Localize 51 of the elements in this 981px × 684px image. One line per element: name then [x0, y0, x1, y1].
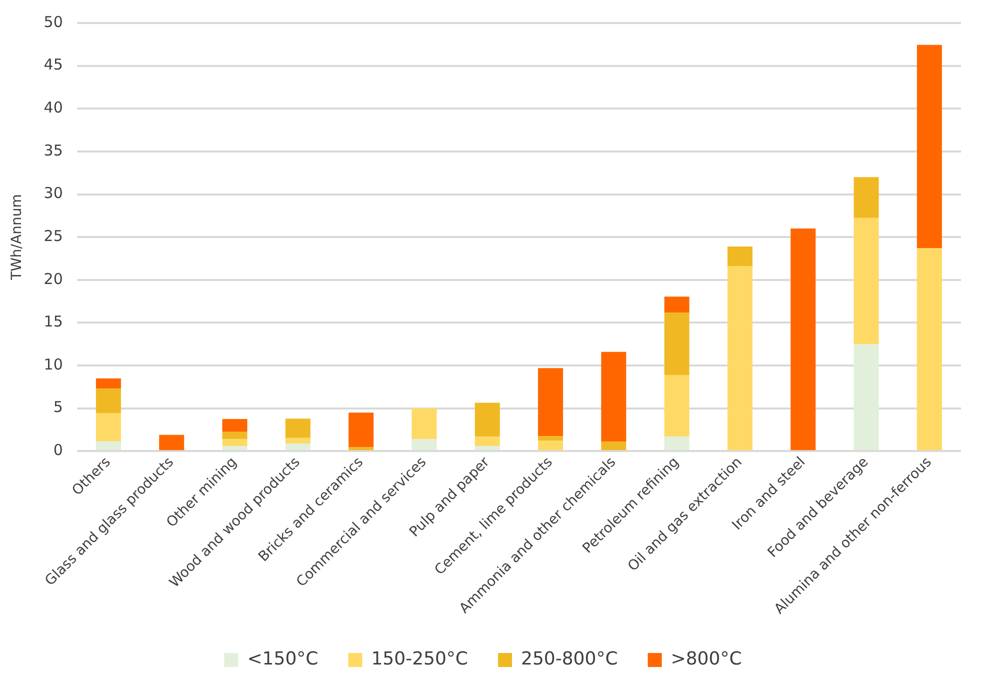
bar	[222, 432, 248, 440]
bar	[664, 296, 690, 312]
bar	[538, 440, 564, 450]
bar	[348, 412, 374, 448]
y-tick-label: 50	[44, 12, 63, 31]
bar	[601, 442, 626, 450]
bar	[727, 266, 752, 450]
bar	[285, 418, 310, 438]
bar	[96, 441, 121, 450]
bar	[96, 413, 121, 442]
bar	[412, 408, 437, 440]
bar	[854, 177, 879, 218]
bar	[916, 248, 942, 450]
bar	[474, 446, 500, 450]
y-tick-label: 40	[44, 98, 63, 117]
bar	[916, 44, 942, 248]
bar	[159, 434, 184, 450]
y-tick-label: 20	[44, 270, 63, 288]
bar	[664, 436, 690, 450]
legend-label: <150°C	[247, 648, 318, 670]
bar	[285, 443, 310, 450]
bar	[222, 419, 248, 432]
y-tick-label: 0	[53, 441, 63, 460]
y-axis-title: TWh/Annum	[9, 194, 26, 281]
bar	[222, 439, 248, 446]
y-tick-label: 15	[44, 312, 63, 331]
bar	[474, 436, 500, 446]
y-tick-label: 30	[44, 184, 63, 202]
y-tick-label: 10	[44, 355, 63, 374]
bar	[664, 374, 690, 437]
legend-label: 150-250°C	[371, 648, 468, 670]
bar	[601, 352, 626, 442]
legend-label: 250-800°C	[521, 648, 618, 670]
y-tick-label: 25	[44, 226, 63, 245]
bar	[222, 446, 248, 450]
bar	[854, 344, 879, 450]
legend-label: >800°C	[670, 648, 742, 670]
bar	[790, 228, 816, 450]
y-tick-label: 45	[44, 56, 63, 74]
bar	[96, 388, 121, 414]
bar	[474, 402, 500, 437]
bar	[664, 312, 690, 375]
y-tick-label: 35	[44, 141, 63, 160]
bar	[854, 218, 879, 344]
y-tick-label: 5	[53, 398, 63, 416]
bar	[96, 378, 121, 389]
bar	[538, 368, 564, 436]
bar	[538, 436, 564, 440]
bar	[285, 438, 310, 444]
bar	[727, 246, 752, 266]
bar	[412, 439, 437, 450]
